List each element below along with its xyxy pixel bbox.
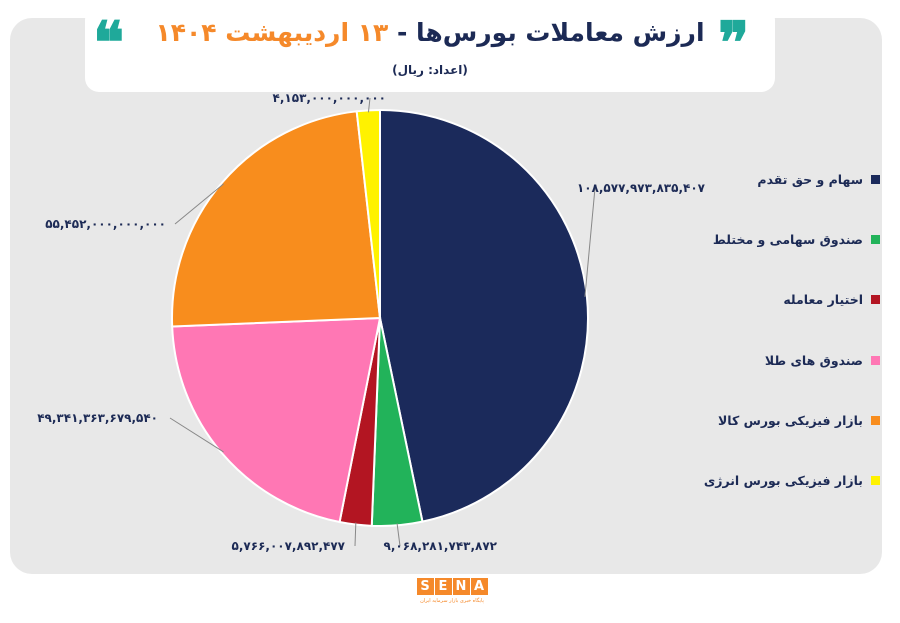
title-main: ارزش معاملات بورس‌ها - [388,18,705,47]
unit-subtitle: (اعداد: ریال) [392,63,468,77]
legend-swatch [871,175,880,184]
data-label: ۴۹,۳۴۱,۳۶۳,۶۷۹,۵۴۰ [37,411,158,425]
page-title: ارزش معاملات بورس‌ها - ۱۳ اردیبهشت ۱۴۰۴ [85,18,775,47]
pie-slice [171,110,382,328]
logo-letter: N [452,578,470,595]
data-label: ۴,۱۵۳,۰۰۰,۰۰۰,۰۰۰ [273,91,386,105]
legend-item: بازار فیزیکی بورس کالا [718,413,880,428]
legend-swatch [871,235,880,244]
logo-letter: A [470,578,488,595]
legend-swatch [871,416,880,425]
legend-label: اختیار معامله [783,292,863,307]
legend-swatch [871,476,880,485]
leader-line [354,522,357,547]
quote-open-icon: ❞ [718,9,750,77]
logo-tagline: پایگاه خبری بازار سرمایه ایران [420,598,484,604]
legend-label: صندوق های طلا [764,353,863,368]
legend-label: بازار فیزیکی بورس انرژی [703,473,863,488]
title-date-rest: اردیبهشت ۱۴۰۴ [155,18,358,47]
legend-item: صندوق سهامی و مختلط [713,232,880,247]
legend-swatch [871,295,880,304]
pie-slice [379,108,589,523]
logo-letter: S [416,578,434,595]
data-label: ۵۵,۴۵۲,۰۰۰,۰۰۰,۰۰۰ [45,217,166,231]
legend-item: سهام و حق تقدم [757,172,880,187]
legend-item: اختیار معامله [783,292,880,307]
leader-line [396,523,401,547]
title-date-number: ۱۳ [357,18,389,47]
title-banner: ارزش معاملات بورس‌ها - ۱۳ اردیبهشت ۱۴۰۴ … [85,6,775,92]
legend-swatch [871,356,880,365]
legend-label: بازار فیزیکی بورس کالا [717,413,863,428]
quote-close-icon: ❝ [93,9,125,77]
leader-line [367,97,371,113]
leader-line [174,183,224,225]
data-label: ۵,۷۶۶,۰۰۷,۸۹۲,۴۷۷ [232,539,346,553]
legend-item: صندوق های طلا [765,353,880,368]
data-label: ۱۰۸,۵۷۷,۹۷۳,۸۳۵,۴۰۷ [577,181,706,195]
leader-line [584,187,596,297]
legend-item: بازار فیزیکی بورس انرژی [704,473,880,488]
leader-line [169,417,224,453]
data-label: ۹,۰۶۸,۲۸۱,۷۴۳,۸۷۲ [384,539,498,553]
legend-label: سهام و حق تقدم [757,172,863,187]
pie-slice [171,316,382,524]
logo-letter: E [434,578,452,595]
legend-label: صندوق سهامی و مختلط [712,232,863,247]
